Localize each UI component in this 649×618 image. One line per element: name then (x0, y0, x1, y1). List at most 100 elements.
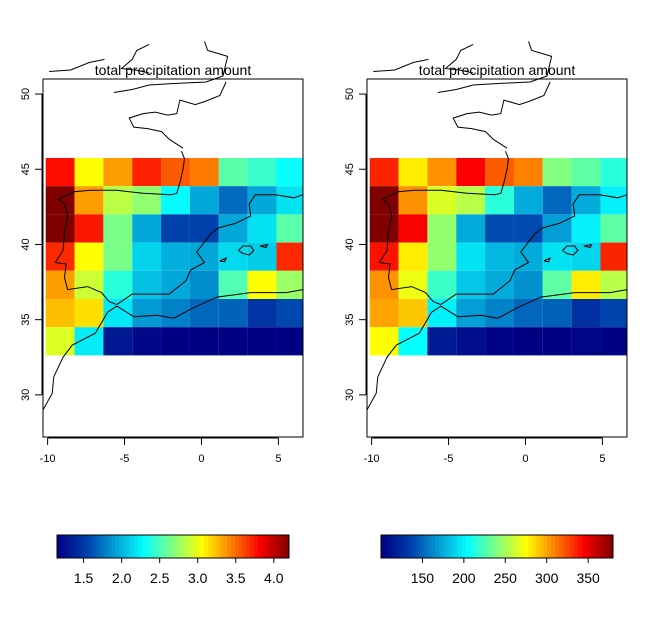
heatmap-cell (218, 214, 248, 243)
heatmap-cell (45, 242, 75, 271)
colorbar-swatch (87, 535, 93, 558)
y-axis: 30 35 40 45 50 (344, 88, 367, 401)
heatmap-cell (485, 242, 514, 271)
heatmap-cell (247, 242, 277, 271)
heatmap-cell (456, 270, 486, 299)
heatmap-cell (427, 327, 457, 356)
colorbar-swatch (558, 535, 564, 558)
y-tick-label: 30 (20, 389, 32, 401)
heatmap-cell (542, 157, 572, 187)
colorbar-swatch (388, 535, 393, 558)
coastline-segment (562, 245, 579, 256)
heatmap-cell (456, 157, 486, 187)
heatmap-cell (161, 214, 190, 243)
colorbar-swatch (508, 535, 513, 558)
heatmap-cell (218, 242, 248, 271)
colorbar-swatch (566, 535, 571, 558)
colorbar-swatch (381, 535, 386, 558)
heatmap-cell (369, 270, 399, 299)
colorbar-swatch (203, 535, 209, 558)
colorbar-swatch (431, 535, 436, 558)
heatmap-cell (513, 327, 543, 356)
colorbar-swatch (512, 535, 517, 558)
colorbar-swatch (122, 535, 127, 558)
plot-frame (366, 78, 628, 438)
y-tick-label: 30 (344, 389, 356, 401)
heatmap-cell (132, 186, 162, 215)
colorbar-swatch (223, 535, 228, 558)
x-tick-label: -5 (444, 453, 454, 465)
colorbar-swatch (597, 535, 602, 558)
colorbar-swatch (562, 535, 567, 558)
heatmap-cell (369, 157, 399, 187)
colorbar-swatch (609, 535, 614, 558)
colorbar-tick-label: 3.0 (188, 570, 208, 586)
y-tick-label: 45 (344, 163, 356, 175)
heatmap-cell (189, 298, 219, 328)
colorbar-swatch (192, 535, 197, 558)
heatmap-cell (485, 327, 514, 356)
y-tick-label: 35 (344, 314, 356, 326)
x-tick-label: 0 (522, 453, 528, 465)
colorbar-swatch (551, 535, 556, 558)
heatmap-cell (161, 186, 190, 215)
colorbar-swatch (254, 535, 259, 558)
colorbar-swatch (200, 535, 205, 558)
colorbar-swatch (404, 535, 409, 558)
heatmap-cell (276, 186, 303, 215)
colorbar-right: 150 200 250 300 350 (380, 534, 614, 586)
colorbar-swatch (582, 535, 587, 558)
colorbar-swatch (547, 535, 552, 558)
map-panel-left: total precipitation amount -10 -5 0 5 30 35 4… (20, 41, 304, 586)
colorbar-swatch (493, 535, 498, 558)
colorbar-swatch (91, 535, 97, 558)
coastline-segment (238, 245, 255, 256)
heatmap-cell (427, 214, 457, 243)
heatmap-cell (132, 327, 162, 356)
colorbar-swatch (516, 535, 521, 558)
heatmap-cell (247, 214, 277, 243)
colorbar-swatch (145, 535, 151, 558)
colorbar-swatch (466, 535, 471, 558)
heatmap-cell (456, 327, 486, 356)
heatmap-cell (247, 157, 277, 187)
colorbar-swatch (76, 535, 81, 558)
heatmap-cell (218, 186, 248, 215)
map-panel-right: total precipitation amount -10 -5 0 5 30 35 4… (344, 41, 628, 586)
colorbar-swatch (400, 535, 405, 558)
heatmap-cell (189, 157, 219, 187)
coastline-segment (373, 58, 429, 72)
colorbar-swatch (103, 535, 108, 558)
heatmap-cell (247, 298, 277, 328)
colorbar-swatch (442, 535, 448, 558)
heatmap-cell (427, 157, 457, 187)
colorbar-swatch (118, 535, 124, 558)
colorbar-swatch (396, 535, 401, 558)
colorbar-swatch (180, 535, 185, 558)
colorbar-tick-label: 300 (535, 570, 559, 586)
heatmap-cell (571, 242, 601, 271)
heatmap-cell (161, 270, 190, 299)
heatmap-cell (161, 242, 190, 271)
x-axis: -10 -5 0 5 (364, 437, 605, 465)
colorbar-left: 1.5 2.0 2.5 3.0 3.5 4.0 (56, 534, 290, 586)
colorbar-swatch (261, 535, 267, 558)
heatmap-cell (542, 242, 572, 271)
coastline-segment (116, 194, 304, 306)
heatmap-cell (485, 186, 514, 215)
heatmap-cell (600, 242, 627, 271)
y-tick-label: 45 (20, 163, 32, 175)
colorbar-swatch (605, 535, 610, 558)
colorbar-swatch (234, 535, 240, 558)
colorbar-swatch (188, 535, 193, 558)
colorbar-swatch (423, 535, 428, 558)
heatmap-cell (427, 270, 457, 299)
colorbar-swatch (231, 535, 236, 558)
heatmap-cell (132, 214, 162, 243)
heatmap-cell (513, 214, 543, 243)
heatmap-cell (103, 327, 133, 356)
colorbar-swatch (524, 535, 529, 558)
plot-frame (42, 78, 304, 438)
heatmap-cell (369, 298, 399, 328)
colorbar-swatch (497, 535, 502, 558)
